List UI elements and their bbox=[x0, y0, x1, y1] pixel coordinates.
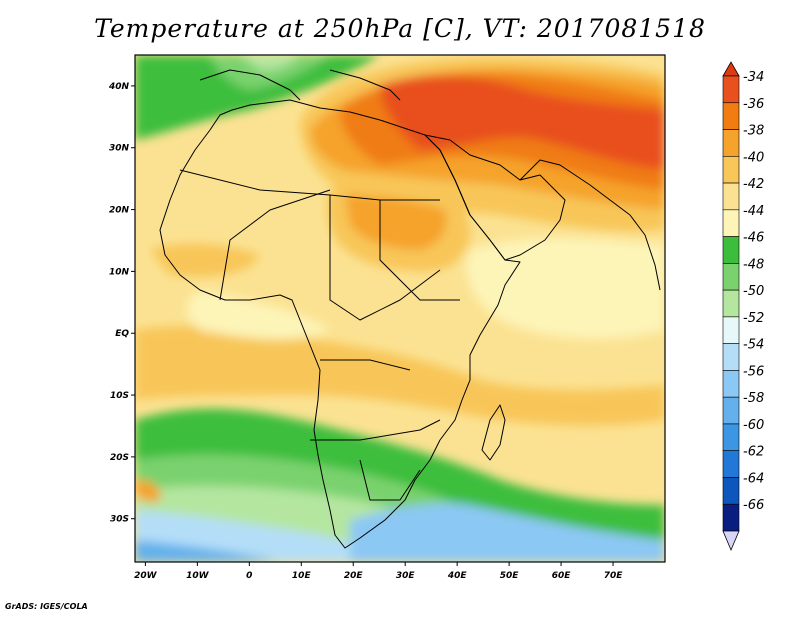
colorbar-label: -62 bbox=[743, 445, 764, 460]
coastlines bbox=[159, 69, 661, 549]
lon-tick-label: 20E bbox=[344, 571, 364, 581]
colorbar-swatch bbox=[722, 396, 740, 425]
colorbar-swatch bbox=[722, 155, 740, 184]
colorbar-label: -54 bbox=[743, 338, 764, 353]
lon-tick-label: 50E bbox=[500, 571, 520, 581]
colorbar-label: -36 bbox=[743, 97, 764, 112]
lat-tick-label: 30S bbox=[110, 515, 129, 525]
border-c bbox=[329, 195, 441, 321]
colorbar: -34 -36 -38 -40 -42 -44 -46 -48 -50 -52 -54 -56 -58 -… bbox=[722, 61, 764, 552]
lat-tick-labels: 40N 30N 20N 10N EQ 10S 20S 30S bbox=[108, 82, 135, 525]
colorbar-label: -40 bbox=[743, 150, 764, 165]
plot-frame bbox=[134, 54, 666, 563]
colorbar-swatch bbox=[722, 450, 740, 478]
lon-tick-label: 10W bbox=[186, 571, 210, 581]
colorbar-swatch bbox=[722, 343, 740, 371]
border-sa bbox=[359, 459, 421, 501]
map-title: Temperature at 250hPa [C], VT: 201708151… bbox=[94, 14, 706, 43]
lat-tick-label: 10S bbox=[110, 391, 129, 401]
arabia-coastline bbox=[424, 134, 566, 261]
colorbar-swatch bbox=[722, 236, 740, 264]
colorbar-swatch bbox=[722, 102, 740, 130]
colorbar-label: -66 bbox=[743, 498, 764, 513]
colorbar-label: -48 bbox=[743, 257, 764, 272]
lon-tick-label: 20W bbox=[134, 571, 158, 581]
colorbar-label: -60 bbox=[743, 418, 764, 433]
colorbar-swatch bbox=[722, 129, 740, 157]
lon-tick-label: 60E bbox=[552, 571, 572, 581]
colorbar-over-arrow bbox=[722, 61, 740, 77]
border-e bbox=[379, 200, 460, 301]
colorbar-swatch bbox=[722, 503, 740, 532]
lon-tick-label: 40E bbox=[447, 571, 468, 581]
colorbar-swatch bbox=[722, 370, 740, 398]
lat-tick-label: 10N bbox=[109, 267, 130, 277]
lat-tick-label: 40N bbox=[108, 82, 130, 92]
lon-tick-labels: 20W 10W 0 10E 20E 30E 40E 50E 60E 70E bbox=[134, 562, 623, 581]
colorbar-swatch bbox=[722, 209, 740, 237]
colorbar-swatch bbox=[722, 182, 740, 211]
iberia-coastline bbox=[199, 69, 301, 101]
colorbar-swatch bbox=[722, 477, 740, 505]
colorbar-label: -44 bbox=[743, 204, 764, 219]
colorbar-label: -46 bbox=[743, 231, 764, 246]
colorbar-swatch bbox=[722, 263, 740, 291]
border-congo bbox=[320, 359, 411, 371]
colorbar-swatch bbox=[722, 75, 740, 104]
colorbar-label: -38 bbox=[743, 124, 764, 139]
colorbar-label: -50 bbox=[743, 284, 764, 299]
colorbar-label: -52 bbox=[743, 311, 764, 326]
lat-tick-label: 30N bbox=[109, 144, 130, 154]
temperature-field bbox=[135, 55, 665, 562]
lon-tick-label: 30E bbox=[396, 571, 416, 581]
madagascar-coastline bbox=[481, 404, 506, 461]
colorbar-swatch bbox=[722, 289, 740, 318]
europe-coastline bbox=[329, 69, 401, 101]
lat-tick-label: 20S bbox=[110, 453, 129, 463]
border-s bbox=[310, 419, 441, 441]
colorbar-swatch bbox=[722, 316, 740, 344]
colorbar-label: -42 bbox=[743, 177, 764, 192]
lon-tick-label: 70E bbox=[604, 571, 624, 581]
credit-label: GrADS: IGES/COLA bbox=[5, 602, 88, 611]
colorbar-under-arrow bbox=[722, 530, 740, 552]
colorbar-label: -64 bbox=[743, 471, 764, 486]
lon-tick-label: 0 bbox=[246, 571, 252, 581]
lon-tick-label: 10E bbox=[292, 571, 312, 581]
colorbar-swatch bbox=[722, 423, 740, 452]
lat-tick-label: EQ bbox=[115, 329, 129, 339]
lat-tick-label: 20N bbox=[109, 206, 130, 216]
border-w bbox=[219, 189, 331, 301]
asia-coastline bbox=[519, 159, 661, 291]
colorbar-label: -56 bbox=[743, 364, 764, 379]
colorbar-label: -34 bbox=[743, 70, 764, 85]
colorbar-label: -58 bbox=[743, 391, 764, 406]
